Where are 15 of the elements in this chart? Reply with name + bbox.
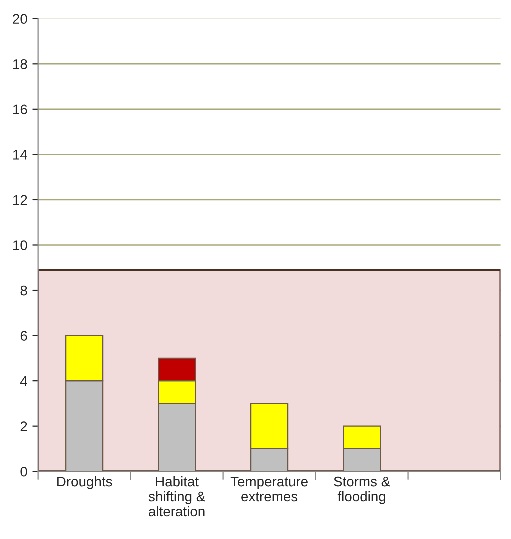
- y-tick-label: 12: [14, 195, 28, 205]
- y-tick-label: 16: [14, 104, 28, 115]
- y-tick-label: 0: [20, 466, 28, 477]
- y-tick-label: 20: [13, 14, 28, 24]
- x-tick-label: Droughts: [58, 476, 112, 490]
- y-tick-label: 6: [20, 331, 28, 341]
- y-tick-label: 14: [14, 150, 28, 160]
- y-tick-label: 2: [20, 422, 28, 432]
- y-tick-label: 10: [14, 240, 28, 250]
- y-tick-label: 8: [20, 286, 28, 296]
- x-tick-label: Storms & flooding: [334, 476, 390, 504]
- x-tick-label: Temperature extremes: [230, 476, 308, 502]
- y-tick-label: 4: [20, 376, 28, 386]
- y-tick-label: 18: [14, 59, 28, 70]
- x-tick-label: Habitat shifting & alteration: [148, 476, 206, 517]
